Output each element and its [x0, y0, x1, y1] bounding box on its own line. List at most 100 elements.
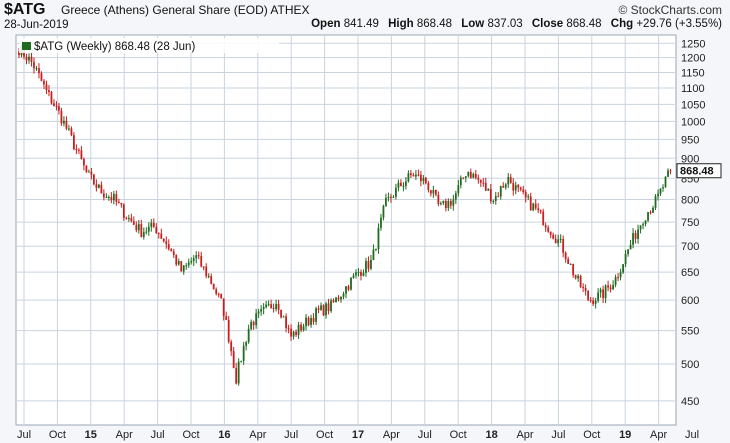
candle-body	[549, 231, 552, 235]
candle-body	[547, 227, 550, 232]
candle-body	[414, 174, 417, 177]
candle-body	[365, 261, 367, 273]
candle-body	[514, 184, 517, 191]
high-value: 868.48	[416, 18, 453, 30]
x-tick-label: Oct	[583, 429, 600, 441]
candle-body	[287, 328, 290, 330]
y-tick-label: 950	[681, 134, 699, 146]
candle-body	[235, 368, 238, 384]
candle-body	[382, 205, 385, 218]
candle-body	[305, 317, 307, 327]
candle-body	[100, 184, 103, 194]
candle-body	[132, 221, 135, 225]
candle-body	[527, 196, 530, 198]
candle-body	[242, 345, 245, 361]
candle-body	[529, 196, 532, 211]
brand-label[interactable]: © StockCharts.com	[618, 3, 722, 17]
candle-body	[222, 298, 225, 317]
candle-body	[472, 173, 475, 178]
candle-body	[43, 80, 45, 85]
candle-body	[392, 196, 395, 198]
candle-body	[427, 183, 430, 191]
candle-body	[477, 177, 480, 180]
candle-body	[55, 105, 58, 107]
candle-body	[572, 263, 575, 276]
candle-body	[662, 187, 664, 189]
candle-body	[110, 197, 113, 201]
candle-body	[592, 300, 595, 304]
candle-body	[200, 256, 203, 267]
x-tick-label: Oct	[450, 429, 467, 441]
y-tick-label: 1200	[681, 53, 705, 65]
candle-body	[652, 207, 654, 213]
candle-body	[195, 255, 198, 259]
candle-body	[532, 203, 535, 211]
candle-body	[552, 234, 555, 239]
candle-body	[582, 286, 585, 289]
candle-body	[142, 232, 145, 237]
candle-body	[499, 186, 502, 197]
candle-body	[185, 265, 188, 267]
x-tick-label: Apr	[650, 429, 667, 441]
candle-body	[177, 261, 180, 265]
y-tick-label: 600	[681, 295, 699, 307]
candle-body	[40, 73, 43, 81]
candle-body	[342, 293, 345, 297]
candle-body	[217, 293, 220, 295]
candle-body	[320, 305, 322, 310]
candle-body	[474, 173, 477, 178]
candle-body	[35, 68, 38, 70]
candle-body	[619, 272, 622, 278]
candle-body	[262, 307, 265, 310]
candle-body	[387, 196, 390, 198]
high-label: High	[388, 18, 414, 30]
candle-body	[367, 261, 370, 269]
candle-body	[564, 252, 567, 260]
quote-row: 28-Jun-2019 Open 841.49 High 868.48 Low …	[4, 18, 726, 34]
candle-body	[115, 194, 118, 202]
candle-body	[647, 212, 649, 221]
y-tick-label: 800	[681, 194, 699, 206]
x-tick-label: Oct	[49, 429, 66, 441]
candle-body	[444, 200, 447, 209]
candle-body	[95, 184, 98, 188]
candle-body	[402, 185, 405, 187]
candle-body	[125, 217, 128, 219]
candle-body	[627, 249, 629, 254]
candle-body	[345, 286, 347, 294]
candle-body	[574, 275, 577, 279]
candle-body	[267, 304, 270, 306]
x-tick-label: Jul	[284, 429, 298, 441]
candle-body	[307, 317, 310, 325]
x-tick-label: Jul	[418, 429, 432, 441]
candle-body	[377, 227, 380, 250]
candle-body	[38, 68, 40, 74]
candle-body	[375, 249, 377, 251]
candle-body	[270, 304, 273, 308]
candle-body	[629, 244, 632, 250]
y-tick-label: 1000	[681, 116, 705, 128]
candle-body	[230, 341, 233, 352]
x-tick-label: 19	[619, 429, 631, 441]
x-tick-label: 17	[352, 429, 364, 441]
candle-body	[80, 150, 83, 160]
candle-body	[105, 197, 108, 199]
candle-body	[30, 56, 33, 62]
y-tick-label: 650	[681, 267, 699, 279]
candle-body	[442, 200, 445, 204]
candle-body	[350, 277, 352, 290]
candle-body	[355, 272, 357, 276]
candle-body	[352, 275, 355, 278]
candle-body	[669, 170, 672, 172]
candle-body	[659, 188, 662, 194]
candle-body	[212, 283, 215, 290]
y-tick-label: 1250	[681, 38, 705, 50]
candle-body	[584, 288, 587, 291]
candle-body	[25, 56, 28, 61]
candle-body	[135, 224, 138, 231]
candle-body	[424, 177, 427, 184]
candle-body	[457, 185, 460, 194]
candle-body	[282, 316, 285, 318]
candle-body	[252, 321, 255, 326]
